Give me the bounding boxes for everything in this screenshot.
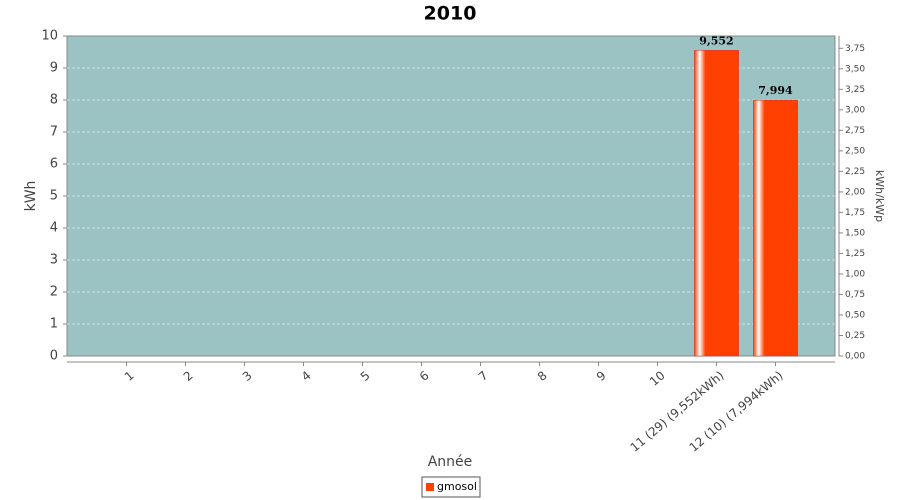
y2-tick-label: 3,75 bbox=[845, 44, 865, 54]
value-label: 7,994 bbox=[758, 84, 793, 97]
y2-tick-label: 2,25 bbox=[845, 167, 865, 177]
x-tick-label: 2 bbox=[181, 368, 196, 384]
y2-tick-label: 2,00 bbox=[845, 187, 865, 197]
y-tick-label: 9 bbox=[50, 61, 58, 76]
y-tick-label: 4 bbox=[50, 221, 58, 236]
y2-tick-label: 1,25 bbox=[845, 249, 865, 259]
x-tick-label: 11 (29) (9,552kWh) bbox=[628, 368, 727, 454]
y2-tick-label: 0,75 bbox=[845, 290, 865, 300]
y2-tick-label: 0,50 bbox=[845, 310, 865, 320]
y-axis-label: kWh bbox=[23, 181, 39, 212]
y-tick-label: 7 bbox=[50, 125, 58, 140]
x-tick-label: 6 bbox=[417, 368, 432, 384]
bar bbox=[694, 50, 739, 357]
bar bbox=[753, 99, 798, 357]
x-tick-label: 1 bbox=[122, 368, 137, 384]
y-tick-label: 8 bbox=[50, 93, 58, 108]
y-tick-label: 5 bbox=[50, 189, 58, 204]
x-tick-label: 7 bbox=[476, 368, 491, 384]
y2-axis-label: kWh/kWp bbox=[873, 170, 886, 222]
x-tick-label: 3 bbox=[240, 368, 255, 384]
y2-tick-label: 0,00 bbox=[845, 352, 865, 362]
y-tick-label: 6 bbox=[50, 157, 58, 172]
x-tick-label: 4 bbox=[299, 368, 314, 384]
y2-tick-label: 1,75 bbox=[845, 208, 865, 218]
y-tick-label: 10 bbox=[41, 29, 58, 44]
y-tick-label: 0 bbox=[50, 349, 58, 364]
y-tick-label: 1 bbox=[50, 317, 58, 332]
y2-tick-label: 1,00 bbox=[845, 269, 865, 279]
y-tick-label: 3 bbox=[50, 253, 58, 268]
legend-label: gmosol bbox=[437, 480, 477, 493]
x-tick-label: 8 bbox=[535, 368, 550, 384]
y2-tick-label: 2,75 bbox=[845, 126, 865, 136]
x-tick-label: 10 bbox=[647, 368, 668, 389]
y2-tick-label: 3,00 bbox=[845, 105, 865, 115]
legend-box bbox=[421, 476, 481, 498]
legend-swatch bbox=[426, 483, 434, 491]
x-axis-label: Année bbox=[428, 454, 473, 470]
y2-tick-label: 1,50 bbox=[845, 228, 865, 238]
y2-tick-label: 3,50 bbox=[845, 64, 865, 74]
y2-tick-label: 0,25 bbox=[845, 331, 865, 341]
y2-tick-label: 3,25 bbox=[845, 85, 865, 95]
y-tick-label: 2 bbox=[50, 285, 58, 300]
value-label: 9,552 bbox=[699, 34, 733, 47]
x-tick-label: 5 bbox=[358, 368, 373, 384]
y2-tick-label: 2,50 bbox=[845, 146, 865, 156]
x-tick-label: 9 bbox=[594, 368, 609, 384]
chart-title: 2010 bbox=[424, 3, 477, 25]
